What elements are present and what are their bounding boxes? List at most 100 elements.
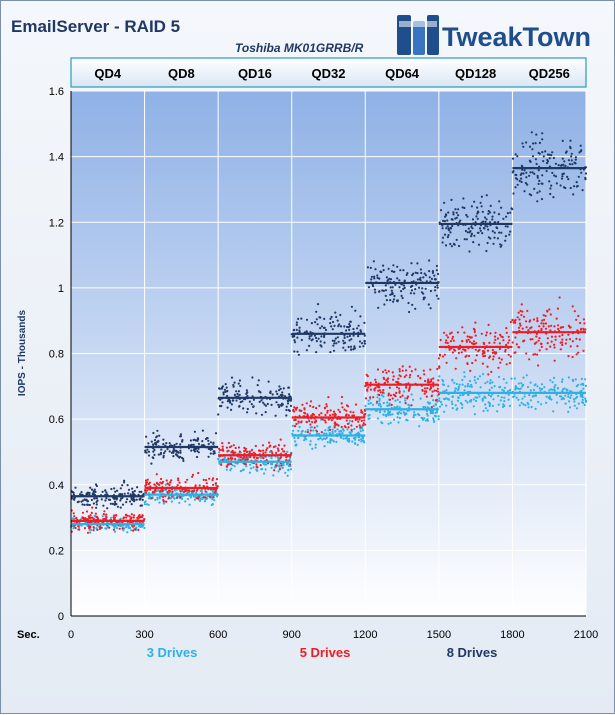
scatter-point (138, 524, 141, 527)
scatter-point (285, 408, 288, 412)
scatter-point (452, 213, 455, 216)
scatter-point (430, 395, 433, 398)
scatter-point (140, 490, 143, 493)
scatter-point (571, 340, 575, 343)
scatter-point (488, 211, 492, 214)
scatter-point (213, 450, 216, 453)
scatter-point (312, 429, 315, 432)
scatter-point (166, 448, 169, 451)
scatter-point (146, 478, 149, 481)
scatter-point (83, 498, 86, 501)
scatter-point (374, 291, 377, 294)
scatter-point (414, 307, 417, 310)
scatter-point (396, 265, 399, 268)
scatter-point (391, 413, 394, 416)
scatter-point (123, 479, 126, 482)
scatter-point (438, 354, 442, 357)
scatter-point (326, 441, 329, 444)
scatter-point (310, 426, 313, 429)
scatter-point (324, 421, 327, 424)
scatter-point (525, 141, 528, 144)
scatter-point (367, 402, 370, 405)
scatter-point (276, 462, 279, 465)
scatter-point (473, 375, 476, 379)
scatter-point (96, 516, 99, 520)
scatter-point (383, 410, 386, 413)
scatter-point (564, 402, 567, 405)
scatter-point (282, 387, 285, 390)
scatter-point (309, 429, 312, 432)
scatter-point (494, 338, 497, 341)
scatter-point (525, 176, 528, 179)
scatter-point (204, 496, 207, 499)
scatter-point (561, 139, 564, 142)
scatter-point (544, 327, 548, 330)
scatter-point (92, 518, 95, 521)
scatter-point (481, 352, 484, 355)
y-tick-label: 0.4 (49, 480, 64, 492)
scatter-point (428, 276, 431, 279)
scatter-point (491, 218, 494, 221)
scatter-point (314, 336, 318, 340)
scatter-point (515, 343, 519, 346)
scatter-point (480, 332, 483, 335)
scatter-point (428, 259, 431, 262)
scatter-point (143, 503, 146, 506)
scatter-point (91, 516, 94, 519)
scatter-point (214, 432, 218, 435)
scatter-point (145, 481, 148, 484)
scatter-point (331, 339, 334, 342)
scatter-point (241, 469, 244, 472)
scatter-point (196, 449, 199, 453)
scatter-point (181, 490, 184, 493)
scatter-point (171, 490, 174, 493)
scatter-point (223, 388, 226, 391)
scatter-point (570, 152, 573, 155)
scatter-point (486, 380, 489, 383)
scatter-point (474, 348, 477, 351)
scatter-point (169, 497, 172, 500)
scatter-point (216, 485, 219, 488)
scatter-point (503, 400, 506, 403)
scatter-point (329, 414, 332, 417)
scatter-point (444, 341, 447, 344)
scatter-point (262, 401, 265, 404)
scatter-point (231, 450, 234, 454)
scatter-point (569, 396, 572, 399)
scatter-point (408, 310, 411, 314)
y-tick-label: 0.2 (49, 545, 64, 557)
scatter-point (221, 448, 224, 451)
scatter-point (170, 500, 173, 503)
scatter-point (364, 423, 367, 426)
scatter-point (278, 385, 281, 388)
scatter-point (135, 526, 138, 529)
scatter-point (530, 131, 533, 134)
scatter-point (470, 398, 473, 402)
scatter-point (405, 369, 408, 372)
chart-title: EmailServer - RAID 5 (11, 17, 180, 36)
scatter-point (376, 400, 379, 403)
scatter-point (264, 451, 267, 454)
scatter-point (213, 499, 216, 502)
scatter-point (509, 320, 512, 324)
scatter-point (161, 482, 164, 485)
scatter-point (431, 390, 434, 393)
scatter-point (497, 375, 501, 379)
scatter-point (232, 444, 235, 447)
scatter-point (168, 442, 171, 445)
scatter-point (252, 451, 255, 454)
scatter-point (346, 422, 349, 425)
scatter-point (202, 484, 205, 488)
scatter-point (243, 446, 246, 449)
scatter-point (419, 279, 422, 282)
scatter-point (396, 416, 399, 419)
scatter-point (274, 414, 277, 417)
scatter-point (325, 405, 328, 408)
scatter-point (538, 179, 541, 182)
scatter-point (385, 299, 388, 302)
scatter-point (525, 352, 528, 355)
scatter-point (382, 395, 385, 398)
scatter-point (132, 516, 135, 519)
scatter-point (98, 525, 102, 528)
scatter-point (502, 217, 505, 220)
